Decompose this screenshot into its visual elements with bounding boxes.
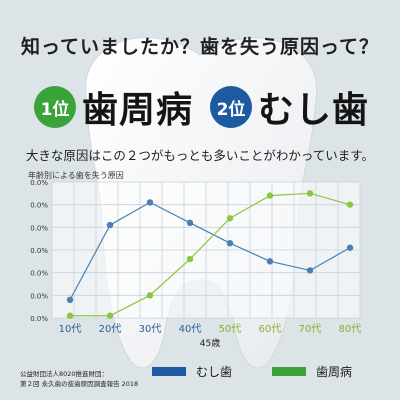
y-tick-label: 0.0% bbox=[30, 202, 48, 210]
x-tick-label: 50代 bbox=[219, 323, 242, 335]
rank-second: 2位 むし歯 bbox=[210, 82, 369, 132]
legend-cavity-label: むし歯 bbox=[196, 365, 233, 379]
rank-first-name: 歯周病 bbox=[82, 90, 194, 131]
data-point-cavity bbox=[106, 221, 114, 229]
data-point-periodontal bbox=[66, 312, 74, 319]
data-point-periodontal bbox=[266, 192, 274, 199]
data-point-cavity bbox=[186, 219, 194, 226]
x-tick-label: 60代 bbox=[259, 323, 282, 335]
source-line-1: 公益財団法人8020推進財団： bbox=[20, 370, 109, 378]
data-point-periodontal bbox=[346, 201, 354, 208]
data-point-periodontal bbox=[186, 255, 194, 263]
rank-second-badge: 2位 bbox=[210, 86, 252, 128]
rank-first: 1位 歯周病 bbox=[34, 82, 193, 132]
y-tick-label: 0.0% bbox=[30, 315, 48, 323]
legend-periodontal-swatch bbox=[272, 367, 306, 376]
data-point-cavity bbox=[226, 240, 234, 247]
legend-cavity: むし歯 bbox=[152, 363, 232, 380]
series-line-cavity bbox=[69, 201, 351, 301]
rank-second-name: むし歯 bbox=[258, 90, 370, 131]
data-point-cavity bbox=[306, 267, 314, 274]
x-tick-label: 10代 bbox=[59, 323, 82, 335]
x-tick-label: 30代 bbox=[139, 323, 162, 335]
data-point-periodontal bbox=[146, 292, 154, 299]
legend-cavity-swatch bbox=[152, 367, 186, 376]
data-point-periodontal bbox=[306, 190, 314, 197]
data-point-cavity bbox=[266, 258, 274, 265]
legend-periodontal: 歯周病 bbox=[272, 363, 352, 380]
data-point-cavity bbox=[346, 244, 354, 251]
y-tick-label: 0.0% bbox=[30, 270, 48, 278]
subline: 大きな原因はこの２つがもっとも多いことがわかっています。 bbox=[25, 148, 375, 163]
legend-periodontal-label: 歯周病 bbox=[316, 365, 353, 379]
x-tick-label: 20代 bbox=[99, 323, 122, 335]
x-tick-label: 80代 bbox=[339, 323, 362, 335]
data-point-cavity bbox=[66, 296, 74, 304]
data-point-cavity bbox=[146, 199, 154, 206]
y-tick-label: 0.0% bbox=[30, 247, 48, 255]
chart-title: 年齢別による歯を失う原因 bbox=[28, 171, 124, 180]
data-point-periodontal bbox=[106, 312, 114, 319]
x-tick-label: 70代 bbox=[299, 323, 322, 335]
source-line-2: 第２回 永久歯の抜歯原因調査報告 2018 bbox=[20, 380, 139, 388]
series-line-periodontal bbox=[70, 192, 351, 317]
x-axis-label: 45歳 bbox=[200, 337, 220, 349]
y-tick-label: 0.0% bbox=[30, 224, 48, 232]
y-tick-label: 0.0% bbox=[30, 292, 48, 300]
y-tick-label: 0.0% bbox=[30, 179, 48, 187]
x-tick-label: 40代 bbox=[179, 323, 202, 335]
data-point-periodontal bbox=[226, 215, 234, 222]
rank-first-badge: 1位 bbox=[34, 86, 76, 128]
headline: 知っていましたか？歯を失う原因って？ bbox=[20, 36, 380, 58]
